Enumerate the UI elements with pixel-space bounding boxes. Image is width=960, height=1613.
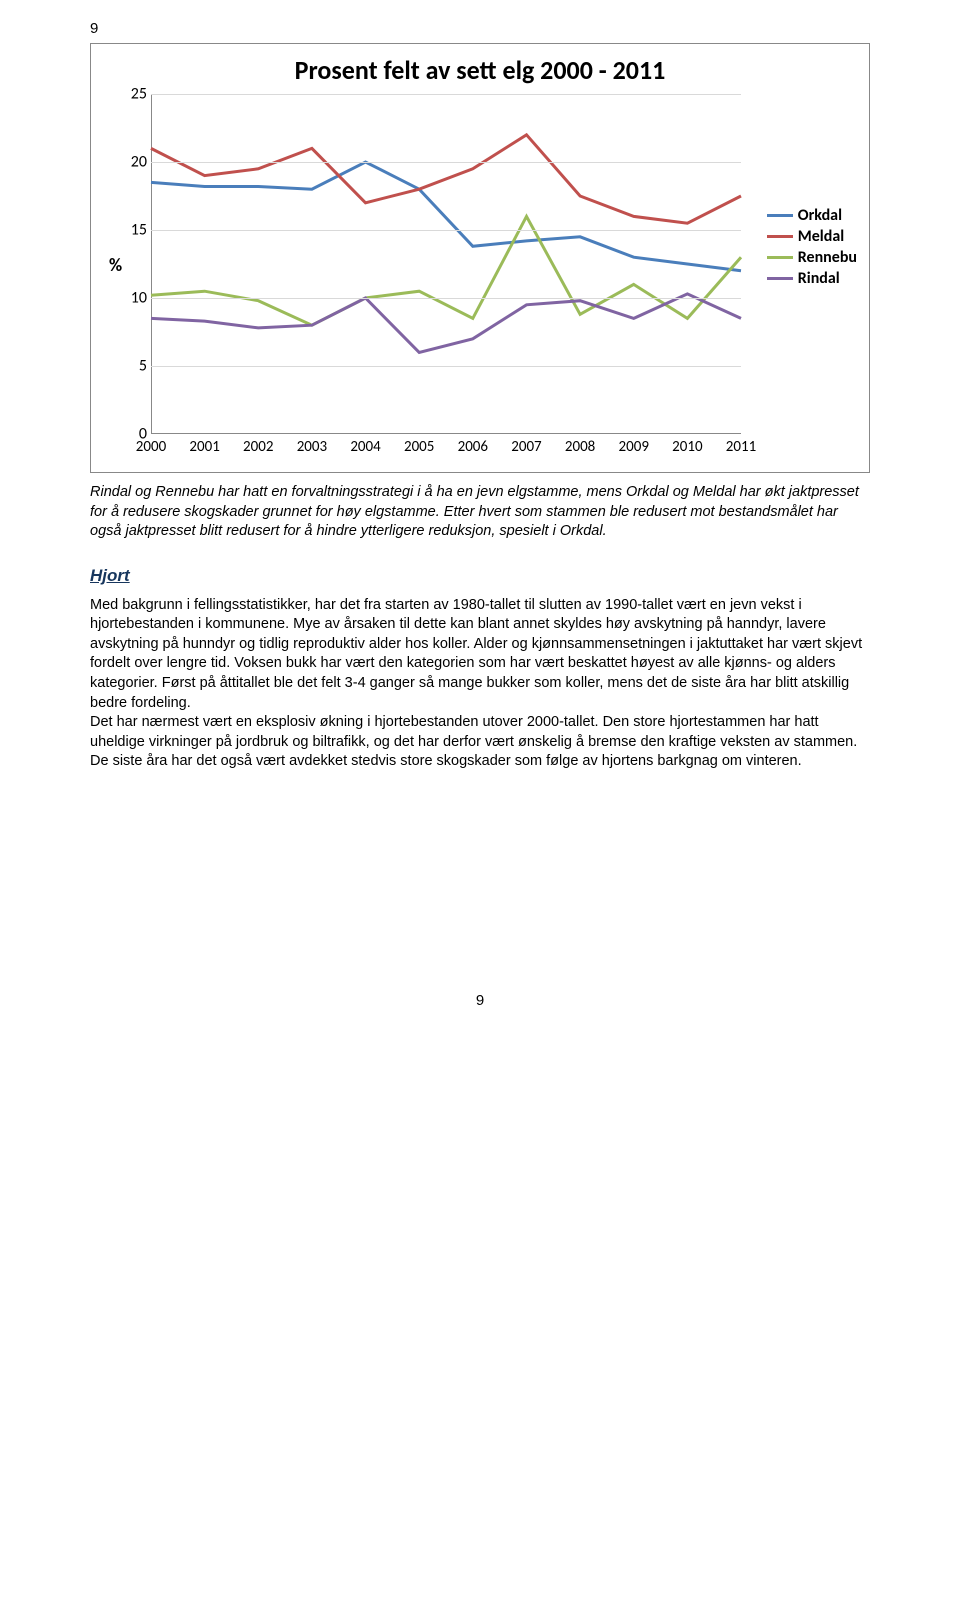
y-tick-label: 0 [129,425,147,444]
x-tick-label: 2009 [619,438,649,456]
body-text: Med bakgrunn i fellingsstatistikker, har… [90,596,870,772]
legend-swatch [767,277,793,280]
legend-item: Orkdal [767,206,857,225]
legend-item: Rindal [767,269,857,288]
legend-item: Rennebu [767,248,857,267]
legend-swatch [767,214,793,217]
y-tick-label: 20 [129,153,147,172]
x-tick-label: 2005 [404,438,434,456]
x-tick-label: 2001 [189,438,219,456]
page-number-top: 9 [90,20,870,37]
y-axis-label: % [109,254,122,276]
body-paragraph: Det har nærmest vært en eksplosiv økning… [90,713,870,772]
x-tick-label: 2007 [511,438,541,456]
series-line [151,135,741,223]
body-paragraph: Med bakgrunn i fellingsstatistikker, har… [90,596,870,713]
x-tick-label: 2002 [243,438,273,456]
y-tick-label: 15 [129,221,147,240]
legend-label: Meldal [798,227,844,246]
chart-lines [151,94,741,434]
gridline [151,230,741,231]
x-tick-label: 2006 [458,438,488,456]
legend-label: Orkdal [798,206,842,225]
chart-container: Prosent felt av sett elg 2000 - 2011 % 2… [90,43,870,473]
section-heading-hjort: Hjort [90,566,870,586]
page-number-bottom: 9 [90,992,870,1009]
legend-swatch [767,235,793,238]
x-tick-label: 2010 [672,438,702,456]
x-tick-label: 2004 [350,438,380,456]
legend-swatch [767,256,793,259]
legend-item: Meldal [767,227,857,246]
x-tick-label: 2008 [565,438,595,456]
chart-title: Prosent felt av sett elg 2000 - 2011 [91,44,869,90]
y-tick-label: 10 [129,289,147,308]
y-tick-label: 25 [129,85,147,104]
legend-label: Rennebu [798,248,857,267]
gridline [151,298,741,299]
y-tick-label: 5 [129,357,147,376]
x-tick-label: 2003 [297,438,327,456]
chart-caption: Rindal og Rennebu har hatt en forvaltnin… [90,483,870,542]
chart-legend: Orkdal Meldal Rennebu Rindal [767,204,857,290]
x-tick-label: 2011 [726,438,756,456]
legend-label: Rindal [798,269,840,288]
gridline [151,162,741,163]
series-line [151,294,741,353]
gridline [151,366,741,367]
gridline [151,94,741,95]
